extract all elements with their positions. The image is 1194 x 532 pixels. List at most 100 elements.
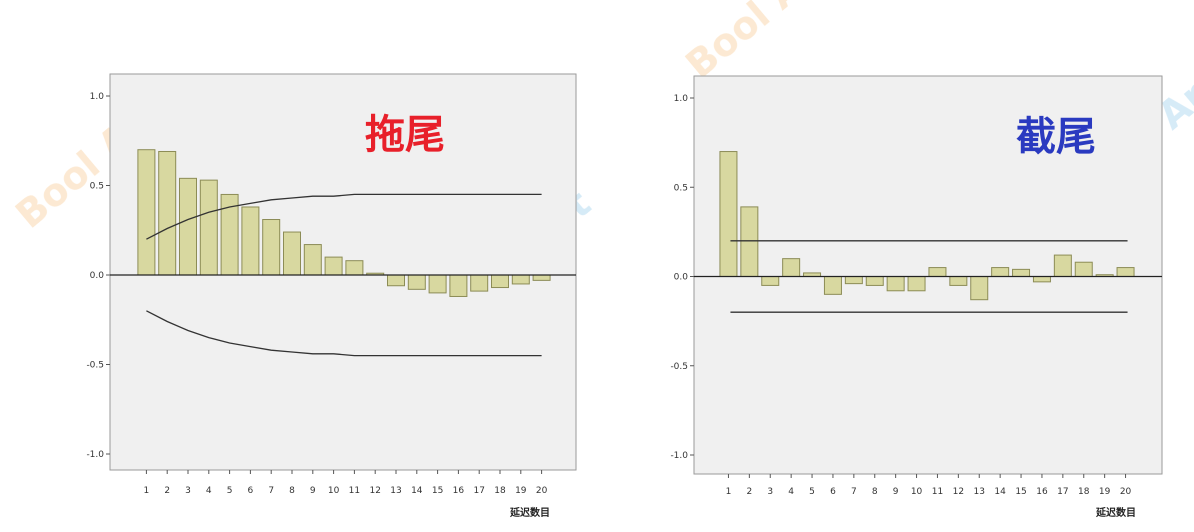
left-bar-15 [428, 274, 447, 294]
left-bar-17 [470, 274, 489, 292]
left-ytick-label: 0.5 [90, 182, 104, 192]
left-xtick-label: 13 [390, 486, 401, 496]
left-xtick-label: 4 [206, 486, 212, 496]
left-bar-9 [303, 244, 322, 276]
left-bar-13 [387, 274, 405, 287]
left-xtick-label: 15 [432, 486, 443, 496]
left-bar-14 [407, 274, 426, 290]
right-bar-8 [865, 276, 884, 286]
right-bar-1 [719, 151, 738, 277]
right-xtick-label: 5 [809, 487, 815, 497]
left-chart-title: 拖尾 [365, 112, 445, 158]
left-ytick-label: -1.0 [86, 450, 104, 460]
left-confidence-bands [146, 193, 542, 357]
right-xtick-label: 13 [974, 487, 985, 497]
right-ytick-label: 0.0 [674, 273, 689, 283]
right-y-axis: 1.0 0.5 0.0 -0.5 -1.0 [670, 94, 694, 461]
right-xtick-label: 2 [746, 487, 752, 497]
right-xtick-label: 1 [726, 487, 732, 497]
left-xtick-label: 5 [227, 486, 233, 496]
left-bar-8 [283, 231, 301, 276]
right-bar-2 [740, 206, 759, 277]
right-bar-3 [761, 276, 780, 286]
right-bar-10 [907, 276, 926, 292]
right-xtick-label: 8 [872, 487, 878, 497]
right-x-axis: 1 2 3 4 5 6 7 8 9 10 11 12 13 14 15 16 17 18 19 20 [726, 474, 1132, 497]
left-bar-10 [324, 256, 343, 276]
left-confidence-lower [146, 310, 542, 357]
right-xtick-label: 14 [994, 487, 1006, 497]
left-xtick-label: 11 [349, 486, 360, 496]
right-xtick-label: 4 [788, 487, 794, 497]
left-bar-6 [241, 206, 260, 276]
right-x-axis-label: 延迟数目 [1095, 506, 1136, 519]
right-xtick-label: 11 [932, 487, 943, 497]
left-xtick-label: 6 [248, 486, 254, 496]
right-bar-12 [949, 276, 968, 286]
right-xtick-label: 19 [1099, 487, 1111, 497]
right-bar-20 [1116, 267, 1135, 278]
left-bar-20 [532, 274, 551, 281]
left-y-axis: 1.0 0.5 0.0 -0.5 -1.0 [86, 92, 110, 460]
right-bar-7 [844, 276, 863, 285]
right-xtick-label: 3 [767, 487, 773, 497]
left-xtick-label: 18 [494, 486, 506, 496]
left-bar-1 [137, 149, 156, 276]
left-xtick-label: 20 [536, 486, 548, 496]
left-bar-19 [511, 274, 530, 285]
right-bar-15 [1012, 268, 1031, 277]
left-xtick-label: 8 [289, 486, 295, 496]
left-ytick-label: -0.5 [86, 361, 104, 371]
right-bar-11 [928, 267, 947, 278]
right-xtick-label: 18 [1078, 487, 1090, 497]
left-ytick-label: 1.0 [90, 92, 105, 102]
left-xtick-label: 12 [369, 486, 380, 496]
right-xtick-label: 15 [1015, 487, 1026, 497]
right-xtick-label: 7 [851, 487, 857, 497]
left-x-axis-label: 延迟数目 [509, 506, 550, 519]
left-xtick-label: 10 [328, 486, 340, 496]
left-confidence-upper [146, 193, 542, 240]
left-bar-18 [491, 274, 509, 289]
right-ytick-label: 1.0 [674, 94, 689, 104]
right-bar-14 [991, 267, 1010, 278]
right-ytick-label: 0.5 [674, 183, 688, 193]
right-xtick-label: 9 [893, 487, 899, 497]
right-ytick-label: -1.0 [670, 451, 688, 461]
right-confidence-bands [730, 240, 1128, 313]
left-xtick-label: 17 [473, 486, 484, 496]
left-xtick-label: 9 [310, 486, 316, 496]
right-ytick-label: -0.5 [670, 362, 688, 372]
right-xtick-label: 20 [1120, 487, 1132, 497]
left-bar-3 [179, 177, 197, 276]
right-xtick-label: 16 [1036, 487, 1048, 497]
chart-left: 1.00.50.0-0.5-1.0 1 2 3 4 5 6 7 8 9 10 11 12 13 14 15 1… [86, 73, 577, 519]
left-bar-16 [449, 274, 468, 297]
left-xtick-label: 14 [411, 486, 423, 496]
left-bar-4 [199, 179, 218, 276]
left-x-axis: 1 2 3 4 5 6 7 8 9 10 11 12 13 14 15 16 17 18 19 20 [144, 470, 548, 496]
right-bar-6 [823, 276, 842, 295]
left-xtick-label: 7 [268, 486, 274, 496]
left-xtick-label: 19 [515, 486, 527, 496]
left-bar-11 [345, 260, 364, 276]
right-bar-17 [1053, 254, 1072, 278]
right-bar-16 [1032, 276, 1051, 283]
right-bar-18 [1074, 261, 1093, 278]
watermark-text: Bool Art [678, 0, 839, 87]
left-bar-2 [158, 150, 177, 276]
left-xtick-label: 3 [185, 486, 191, 496]
left-xtick-label: 16 [453, 486, 465, 496]
chart-right: 1.00.50.0-0.5-1.0 1 2 3 4 5 6 7 8 9 10 11 12 13 14 15 1… [670, 75, 1163, 519]
right-xtick-label: 10 [911, 487, 923, 497]
right-bars [719, 151, 1135, 301]
right-bar-4 [782, 258, 801, 277]
right-xtick-label: 17 [1057, 487, 1068, 497]
left-xtick-label: 1 [144, 486, 150, 496]
right-xtick-label: 6 [830, 487, 836, 497]
left-xtick-label: 2 [164, 486, 170, 496]
left-bars [137, 149, 551, 297]
left-ytick-label: 0.0 [90, 271, 105, 281]
right-xtick-label: 12 [953, 487, 964, 497]
